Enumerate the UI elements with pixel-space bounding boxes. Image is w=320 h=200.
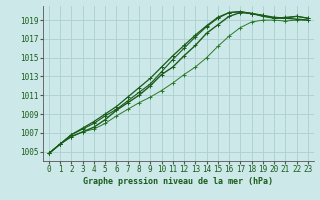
X-axis label: Graphe pression niveau de la mer (hPa): Graphe pression niveau de la mer (hPa): [84, 177, 273, 186]
